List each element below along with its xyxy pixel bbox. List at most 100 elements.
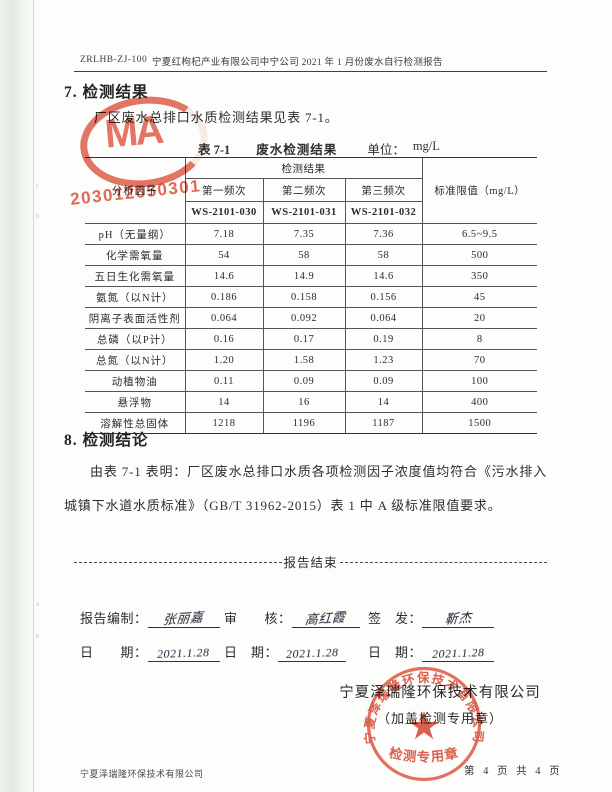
cell-value: 1.20 xyxy=(184,349,263,371)
cell-value: 16 xyxy=(262,391,345,413)
reviewed-by-group: 审 核： 高红霞 xyxy=(224,608,360,628)
cell-factor: 总磷（以P计） xyxy=(85,328,185,350)
issued-by-signature: 靳杰 xyxy=(443,610,472,628)
sample-code-3: WS-2101-032 xyxy=(344,201,422,224)
cell-value: 0.092 xyxy=(262,307,345,329)
col-header-result-group: 检测结果 xyxy=(184,157,422,179)
seal-ring-icon xyxy=(366,666,482,782)
date-group-2: 日 期： 2021.1.28 xyxy=(224,642,347,662)
cell-value: 14 xyxy=(184,391,263,413)
cell-factor: 溶解性总固体 xyxy=(85,412,185,434)
date-label-2: 日 期： xyxy=(224,645,279,660)
document-header-title: 宁夏红枸杞产业有限公司中宁公司 2021 年 1 月份废水自行检测报告 xyxy=(152,58,443,68)
divider-dash-left xyxy=(74,562,282,563)
cell-value: 1218 xyxy=(184,412,263,434)
results-table: 分析因子 检测结果 标准限值（mg/L） 第一频次 第二频次 第三频次 WS-2… xyxy=(85,157,537,434)
table-row: 溶解性总固体 1218 1196 1187 1500 xyxy=(85,412,537,434)
cell-factor: 化学需氧量 xyxy=(85,244,185,266)
company-round-seal: 宁夏泽瑞隆环保技术有限公司 ★ 检测专用章 xyxy=(361,666,484,782)
cell-value: 0.158 xyxy=(262,286,345,308)
cell-value: 0.064 xyxy=(344,307,422,329)
cell-value: 14 xyxy=(344,391,422,413)
table-unit-label: 单位： xyxy=(367,143,405,157)
report-end-divider: 报告结束 xyxy=(74,552,548,571)
cell-limit-value: 45 xyxy=(421,286,537,308)
col-header-limit: 标准限值（mg/L） xyxy=(421,157,537,224)
cell-value: 1.23 xyxy=(344,349,422,371)
cell-value: 14.6 xyxy=(184,265,263,287)
date-group-1: 日 期： 2021.1.28 xyxy=(80,642,220,662)
section8-conclusion: 由表 7-1 表明：厂区废水总排口水质各项检测因子浓度值均符合《污水排入城镇下水… xyxy=(64,464,547,513)
cell-factor: 氨氮（以N计） xyxy=(85,286,185,308)
reviewed-by-label: 审 核： xyxy=(224,611,292,626)
cell-value: 1.58 xyxy=(262,349,345,371)
cell-value: 0.16 xyxy=(184,328,263,350)
col-header-factor: 分析因子 xyxy=(85,157,185,224)
cell-value: 1187 xyxy=(344,412,422,434)
cell-value: 14.9 xyxy=(262,265,345,287)
table-row: 化学需氧量 54 58 58 500 xyxy=(85,244,537,266)
issued-by-group: 签 发： 靳杰 xyxy=(368,608,495,628)
table-row: 总氮（以N计） 1.20 1.58 1.23 70 xyxy=(85,349,537,371)
cell-limit-value: 100 xyxy=(421,370,537,392)
cell-limit-value: 350 xyxy=(421,265,537,287)
margin-mark: k xyxy=(36,632,40,640)
cell-value: 0.156 xyxy=(344,286,422,308)
cell-limit-value: 6.5~9.5 xyxy=(421,223,537,245)
sample-code-2: WS-2101-031 xyxy=(262,201,345,224)
scan-edge-line xyxy=(33,0,34,792)
prepared-by-signature: 张丽嘉 xyxy=(162,609,205,628)
cell-value: 0.19 xyxy=(344,328,422,350)
date-value-1: 2021.1.28 xyxy=(157,645,210,661)
cma-letters: MA xyxy=(102,107,163,157)
table-unit-value: mg/L xyxy=(412,139,440,153)
section7-heading: 7. 检测结果 xyxy=(64,84,149,101)
cell-value: 0.064 xyxy=(184,307,263,329)
prepared-by-label: 报告编制： xyxy=(80,611,148,626)
issued-by-label: 签 发： xyxy=(368,611,423,626)
prepared-by-group: 报告编制： 张丽嘉 xyxy=(80,608,220,628)
cell-limit-value: 20 xyxy=(421,307,537,329)
cell-factor: 五日生化需氧量 xyxy=(85,265,185,287)
cell-value: 0.09 xyxy=(262,370,345,392)
table-caption-title: 废水检测结果 xyxy=(256,143,338,157)
table-row: pH（无量纲） 7.18 7.35 7.36 6.5~9.5 xyxy=(85,223,537,245)
seal-title-text: 检测专用章 xyxy=(388,744,460,764)
seal-note: （加盖检测专用章） xyxy=(376,711,503,726)
cell-limit-value: 400 xyxy=(421,391,537,413)
sample-code-1: WS-2101-030 xyxy=(184,201,263,224)
cell-factor: 动植物油 xyxy=(85,370,185,392)
cell-value: 7.36 xyxy=(344,223,422,245)
cell-factor: 总氮（以N计） xyxy=(85,349,185,371)
cell-value: 58 xyxy=(344,244,422,266)
header-rule xyxy=(74,71,547,72)
date-group-3: 日 期： 2021.1.28 xyxy=(368,642,495,662)
cell-factor: 悬浮物 xyxy=(85,391,185,413)
cell-value: 0.11 xyxy=(184,370,263,392)
margin-mark: a xyxy=(36,600,40,608)
section8-heading: 8. 检测结论 xyxy=(64,432,149,449)
footer-company: 宁夏泽瑞隆环保技术有限公司 xyxy=(80,769,204,779)
table-caption: 表 7-1 废水检测结果 单位： mg/L xyxy=(198,139,440,158)
col-header-freq2: 第二频次 xyxy=(262,178,345,202)
table-row: 悬浮物 14 16 14 400 xyxy=(85,391,537,413)
col-header-freq1: 第一频次 xyxy=(184,178,263,202)
table-row: 总磷（以P计） 0.16 0.17 0.19 8 xyxy=(85,328,537,350)
seal-star-icon: ★ xyxy=(407,706,441,748)
scan-edge-shadow xyxy=(0,0,38,792)
cell-limit-value: 8 xyxy=(421,328,537,350)
cell-value: 58 xyxy=(262,244,345,266)
date-value-2: 2021.1.28 xyxy=(285,645,339,661)
reviewed-by-signature: 高红霞 xyxy=(304,609,347,628)
report-end-label: 报告结束 xyxy=(283,556,338,570)
table-row: 氨氮（以N计） 0.186 0.158 0.156 45 xyxy=(85,286,537,308)
cell-value: 7.18 xyxy=(184,223,263,245)
margin-mark: b xyxy=(36,212,40,220)
date-label-3: 日 期： xyxy=(368,645,423,660)
date-label-1: 日 期： xyxy=(80,645,148,660)
cell-value: 1196 xyxy=(262,412,345,434)
divider-dash-right xyxy=(339,562,548,563)
cell-value: 0.186 xyxy=(184,286,263,308)
table-row: 阴离子表面活性剂 0.064 0.092 0.064 20 xyxy=(85,307,537,329)
issuing-company-name: 宁夏泽瑞隆环保技术有限公司 xyxy=(339,685,541,701)
